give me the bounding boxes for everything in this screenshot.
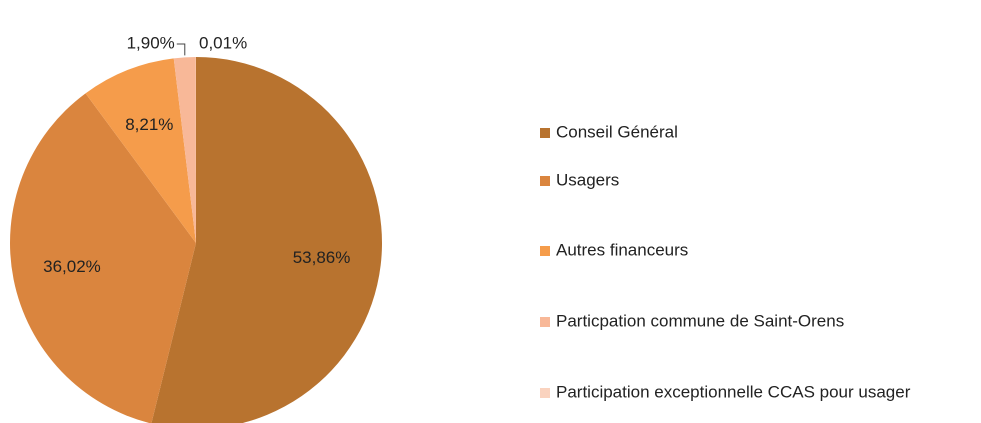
- pie-slice: [85, 58, 196, 243]
- legend-swatch: [540, 317, 550, 327]
- legend-label: Autres financeurs: [556, 240, 688, 259]
- pie-slice: [10, 93, 196, 423]
- legend-swatch: [540, 246, 550, 256]
- data-label: 53,86%: [293, 248, 351, 267]
- leader-line: [176, 43, 186, 56]
- legend-label: Particpation commune de Saint-Orens: [556, 311, 844, 330]
- data-label: 8,21%: [125, 115, 173, 134]
- legend-label: Conseil Général: [556, 122, 678, 141]
- pie-slice: [173, 57, 196, 244]
- legend-label: Participation exceptionnelle CCAS pour u…: [556, 382, 911, 401]
- legend-swatch: [540, 388, 550, 398]
- legend-label: Usagers: [556, 170, 619, 189]
- legend-swatch: [540, 128, 550, 138]
- data-label: 36,02%: [43, 257, 101, 276]
- legend-swatch: [540, 176, 550, 186]
- pie-slice: [151, 57, 383, 423]
- data-label: 1,90%: [127, 33, 175, 52]
- data-label: 0,01%: [199, 33, 247, 52]
